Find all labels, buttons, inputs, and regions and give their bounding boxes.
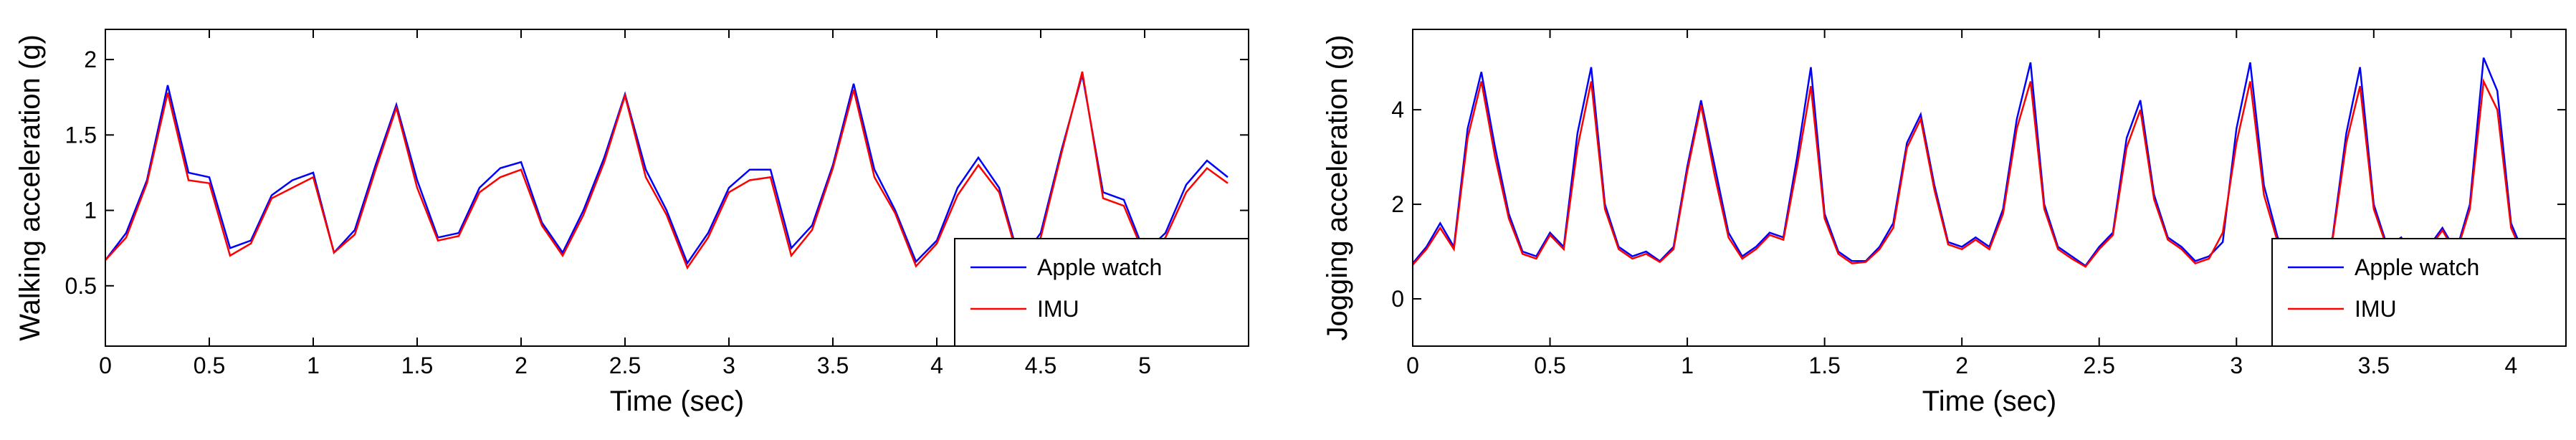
y-axis-label: Jogging acceleration (g) xyxy=(1322,35,1353,341)
x-tick-label: 4 xyxy=(2504,353,2517,378)
legend-label: Apple watch xyxy=(1037,254,1162,280)
axes-frame xyxy=(105,29,1249,347)
x-tick-label: 2 xyxy=(1955,353,1968,378)
series-line xyxy=(1413,78,2566,273)
legend-label: IMU xyxy=(2355,296,2397,322)
x-axis-label: Time (sec) xyxy=(1922,386,2056,417)
x-tick-label: 3 xyxy=(722,353,735,378)
x-tick-label: 3 xyxy=(2230,353,2243,378)
series-line xyxy=(105,71,1229,270)
legend-label: IMU xyxy=(1037,296,1079,322)
x-tick-label: 2 xyxy=(515,353,528,378)
axes-frame xyxy=(1412,29,2567,347)
x-tick-label: 4 xyxy=(930,353,943,378)
y-axis-label: Walking acceleration (g) xyxy=(14,34,46,341)
x-tick-label: 1 xyxy=(307,353,320,378)
x-tick-label: 2.5 xyxy=(2083,353,2114,378)
x-tick-label: 0.5 xyxy=(1534,353,1565,378)
series-line xyxy=(105,74,1229,265)
x-tick-label: 1.5 xyxy=(401,353,433,378)
plot: 0 0.5 1 1.5 2 2.5 3 3.5 4 0 2 4 Time (sec) Jogging ac… xyxy=(1322,29,2567,417)
x-tick-label: 0.5 xyxy=(194,353,225,378)
x-tick-label: 3.5 xyxy=(817,353,849,378)
y-tick-label: 1.5 xyxy=(65,122,97,148)
x-tick-label: 1 xyxy=(1681,353,1694,378)
lines xyxy=(1413,57,2566,273)
legend-box xyxy=(2271,238,2567,347)
y-tick-label: 1 xyxy=(84,198,97,224)
x-tick-label: 5 xyxy=(1138,353,1151,378)
x-tick-label: 2.5 xyxy=(609,353,641,378)
y-tick-label: 4 xyxy=(1391,97,1404,123)
y-tick-label: 2 xyxy=(84,47,97,72)
legend: Apple watch IMU xyxy=(2271,238,2567,347)
y-tick-label: 2 xyxy=(1391,191,1404,217)
x-tick-label: 3.5 xyxy=(2358,353,2390,378)
legend-box xyxy=(954,238,1249,347)
legend-label: Apple watch xyxy=(2355,254,2479,280)
x-tick-label: 1.5 xyxy=(1808,353,1840,378)
y-tick-label: 0.5 xyxy=(65,273,97,299)
x-tick-label: 0 xyxy=(99,353,112,378)
x-axis-label: Time (sec) xyxy=(610,386,744,417)
plot: 0 0.5 1 1.5 2 2.5 3 3.5 4 4.5 5 0.5 1 1.5 2 Time (sec) W… xyxy=(14,29,1249,417)
y-tick-label: 0 xyxy=(1391,286,1404,312)
legend: Apple watch IMU xyxy=(954,238,1249,347)
x-tick-label: 0 xyxy=(1406,353,1419,378)
lines xyxy=(105,71,1229,270)
x-tick-label: 4.5 xyxy=(1025,353,1056,378)
